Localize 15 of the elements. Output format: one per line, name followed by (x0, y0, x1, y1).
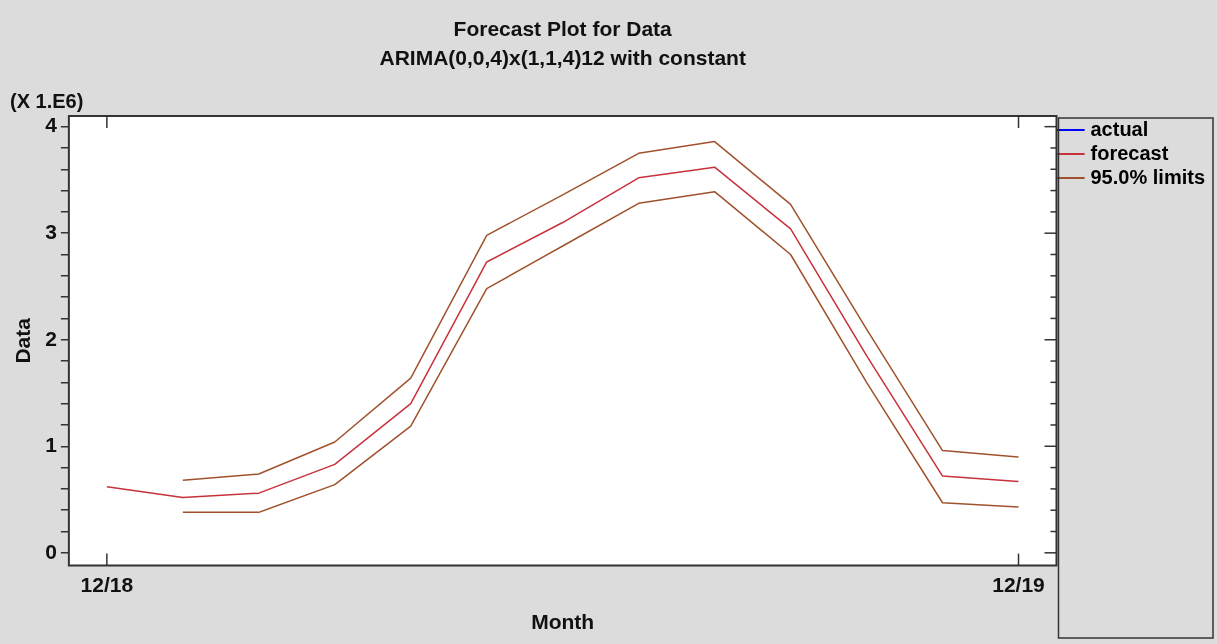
x-axis-title: Month (531, 610, 595, 634)
legend-label: actual (1090, 117, 1149, 140)
y-tick-label: 2 (45, 326, 57, 350)
x-tick-label: 12/18 (80, 573, 134, 596)
y-tick-label: 4 (45, 113, 58, 137)
chart-title: Forecast Plot for Data (453, 16, 673, 40)
chart-subtitle: ARIMA(0,0,4)x(1,1,4)12 with constant (379, 45, 746, 69)
y-tick-label: 0 (45, 539, 57, 563)
x-tick-label: 12/19 (992, 573, 1045, 596)
y-tick-label: 3 (45, 219, 57, 243)
text: (X 1.E6) (10, 89, 84, 112)
y-tick-label: 1 (45, 433, 58, 457)
legend-label: 95.0% limits (1090, 165, 1206, 188)
legend-label: forecast (1090, 141, 1169, 164)
y-axis-title: Data (11, 317, 35, 364)
